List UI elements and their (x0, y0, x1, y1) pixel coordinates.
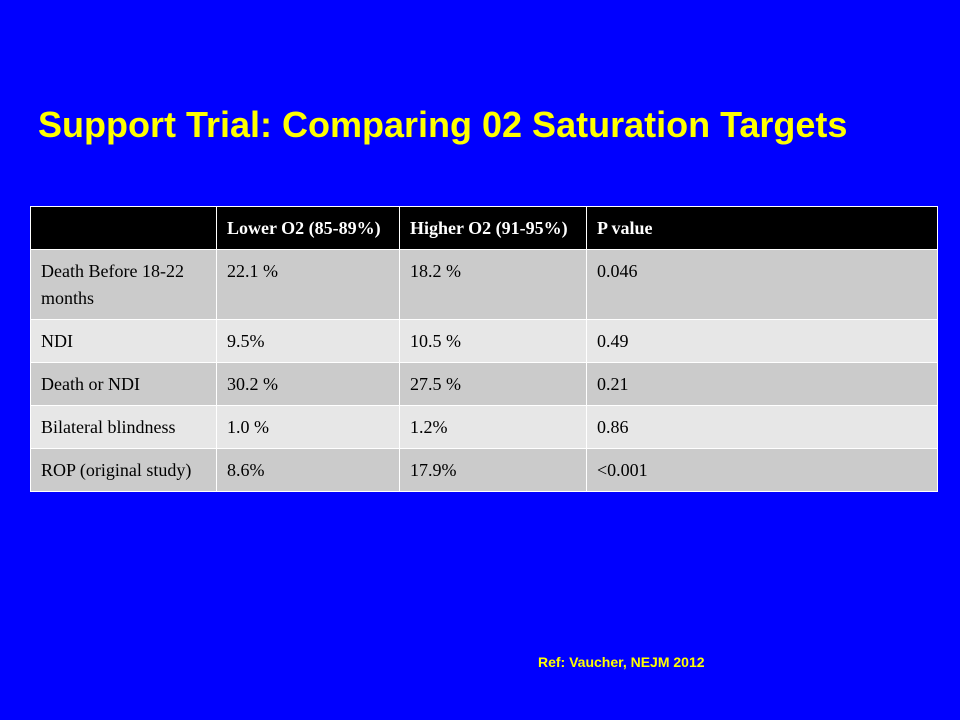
header-cell-lower-o2: Lower O2 (85-89%) (216, 206, 400, 250)
higher-o2-cell: 10.5 % (399, 319, 587, 363)
lower-o2-cell: 9.5% (216, 319, 400, 363)
higher-o2-cell: 17.9% (399, 448, 587, 492)
lower-o2-cell: 8.6% (216, 448, 400, 492)
table-row: Bilateral blindness 1.0 % 1.2% 0.86 (30, 405, 938, 449)
row-label-cell: Death Before 18-22 months (30, 249, 217, 320)
higher-o2-cell: 18.2 % (399, 249, 587, 320)
higher-o2-cell: 1.2% (399, 405, 587, 449)
higher-o2-cell: 27.5 % (399, 362, 587, 406)
row-label-cell: NDI (30, 319, 217, 363)
table-row: Death or NDI 30.2 % 27.5 % 0.21 (30, 362, 938, 406)
p-value-cell: 0.49 (586, 319, 938, 363)
table-header-row: Lower O2 (85-89%) Higher O2 (91-95%) P v… (30, 206, 938, 250)
slide-title: Support Trial: Comparing 02 Saturation T… (38, 104, 848, 145)
p-value-cell: 0.86 (586, 405, 938, 449)
lower-o2-cell: 1.0 % (216, 405, 400, 449)
lower-o2-cell: 22.1 % (216, 249, 400, 320)
reference-citation: Ref: Vaucher, NEJM 2012 (538, 654, 705, 670)
header-cell-blank (30, 206, 217, 250)
row-label-cell: Bilateral blindness (30, 405, 217, 449)
p-value-cell: 0.046 (586, 249, 938, 320)
lower-o2-cell: 30.2 % (216, 362, 400, 406)
p-value-cell: <0.001 (586, 448, 938, 492)
header-cell-p-value: P value (586, 206, 938, 250)
row-label-cell: Death or NDI (30, 362, 217, 406)
table-row: Death Before 18-22 months 22.1 % 18.2 % … (30, 249, 938, 320)
p-value-cell: 0.21 (586, 362, 938, 406)
table-row: ROP (original study) 8.6% 17.9% <0.001 (30, 448, 938, 492)
results-table: Lower O2 (85-89%) Higher O2 (91-95%) P v… (30, 206, 938, 492)
table-row: NDI 9.5% 10.5 % 0.49 (30, 319, 938, 363)
row-label-cell: ROP (original study) (30, 448, 217, 492)
header-cell-higher-o2: Higher O2 (91-95%) (399, 206, 587, 250)
